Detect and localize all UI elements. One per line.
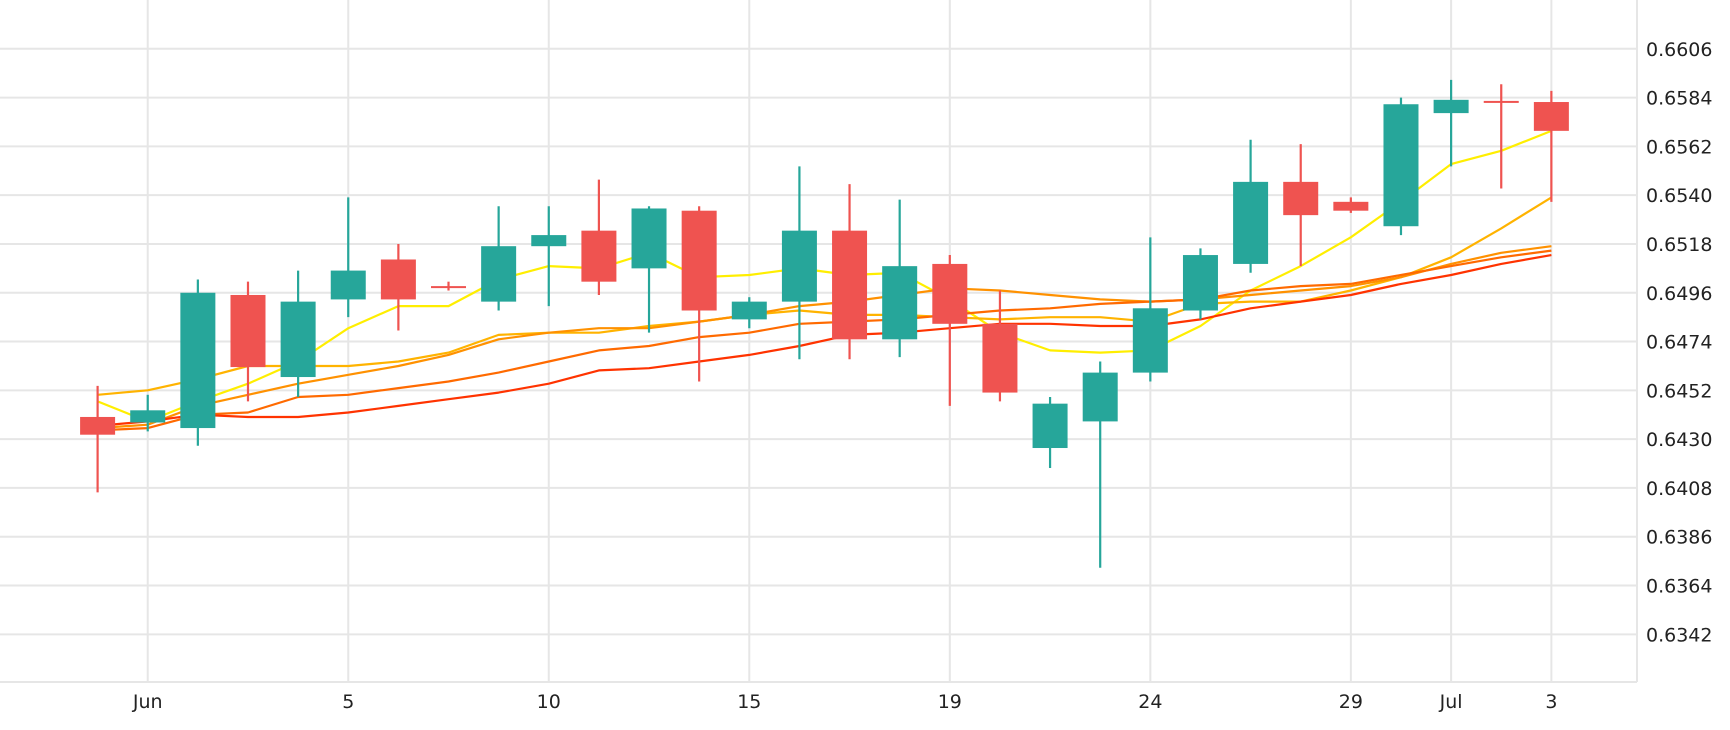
candle-body bbox=[80, 416, 116, 435]
candle-body bbox=[631, 208, 667, 269]
candle-up bbox=[731, 297, 767, 329]
y-tick-label: 0.6408 bbox=[1646, 478, 1712, 500]
candle-body bbox=[1283, 181, 1319, 216]
ma-dark-orange-line bbox=[97, 249, 1552, 432]
candle-body bbox=[230, 294, 266, 368]
candle-up bbox=[1182, 248, 1218, 320]
candle-down bbox=[1483, 84, 1519, 189]
candle-up bbox=[1383, 97, 1419, 236]
candle-body bbox=[1333, 201, 1369, 211]
moving-average-lines bbox=[97, 129, 1552, 432]
candle-body bbox=[1483, 100, 1519, 103]
candle-up bbox=[531, 206, 567, 307]
y-tick-label: 0.6518 bbox=[1646, 234, 1712, 256]
candle-up bbox=[1082, 361, 1118, 568]
candle-down bbox=[1283, 144, 1319, 267]
candle-up bbox=[1233, 139, 1269, 273]
y-tick-label: 0.6364 bbox=[1646, 576, 1712, 598]
candle-body bbox=[481, 246, 517, 302]
x-tick-label: 24 bbox=[1138, 691, 1162, 713]
y-tick-label: 0.6430 bbox=[1646, 429, 1712, 451]
y-tick-label: 0.6452 bbox=[1646, 380, 1712, 402]
candle-body bbox=[832, 230, 868, 340]
x-tick-label: 15 bbox=[737, 691, 761, 713]
candle-up bbox=[631, 206, 667, 333]
y-tick-label: 0.6342 bbox=[1646, 624, 1712, 646]
candle-down bbox=[581, 179, 617, 295]
y-tick-label: 0.6540 bbox=[1646, 185, 1712, 207]
candle-body bbox=[882, 266, 918, 340]
candle-up bbox=[330, 197, 366, 318]
candle-up bbox=[180, 279, 216, 446]
candle-up bbox=[781, 166, 817, 360]
candle-up bbox=[1032, 397, 1068, 468]
candle-up bbox=[130, 394, 166, 432]
candle-body bbox=[380, 259, 416, 300]
candle-down bbox=[431, 281, 467, 291]
candle-down bbox=[932, 255, 968, 406]
x-axis: Jun 5 10 15 19 24 29 Jul 3 bbox=[132, 691, 1558, 713]
candle-body bbox=[982, 323, 1018, 393]
candle-body bbox=[431, 286, 467, 289]
y-tick-label: 0.6606 bbox=[1646, 39, 1712, 61]
ma-orange-line bbox=[97, 245, 1552, 430]
y-tick-label: 0.6474 bbox=[1646, 332, 1712, 354]
candle-up bbox=[280, 270, 316, 398]
x-tick-label: Jun bbox=[132, 691, 163, 713]
y-axis: 0.6606 0.6584 0.6562 0.6540 0.6518 0.6496 0.64… bbox=[1646, 39, 1712, 647]
candle-down bbox=[1533, 90, 1569, 202]
candle-down bbox=[832, 184, 868, 360]
candles bbox=[80, 79, 1569, 568]
candle-body bbox=[180, 292, 216, 429]
y-tick-label: 0.6386 bbox=[1646, 527, 1712, 549]
candle-body bbox=[330, 270, 366, 300]
candle-body bbox=[731, 301, 767, 320]
y-tick-label: 0.6562 bbox=[1646, 136, 1712, 158]
y-tick-label: 0.6496 bbox=[1646, 283, 1712, 305]
candle-body bbox=[1082, 372, 1118, 422]
candle-body bbox=[1233, 181, 1269, 264]
x-tick-label: 19 bbox=[938, 691, 962, 713]
candle-down bbox=[80, 385, 116, 493]
candle-body bbox=[681, 210, 717, 311]
candle-down bbox=[982, 290, 1018, 402]
candle-body bbox=[932, 263, 968, 324]
x-tick-label: 29 bbox=[1339, 691, 1363, 713]
candle-body bbox=[1132, 308, 1168, 373]
y-tick-label: 0.6584 bbox=[1646, 88, 1712, 110]
x-tick-label: 3 bbox=[1545, 691, 1557, 713]
candle-body bbox=[280, 301, 316, 378]
candle-down bbox=[681, 206, 717, 382]
candle-body bbox=[581, 230, 617, 282]
candle-up bbox=[1433, 79, 1469, 167]
candle-body bbox=[130, 410, 166, 423]
candle-down bbox=[380, 243, 416, 331]
candle-body bbox=[1533, 102, 1569, 131]
x-tick-label: 10 bbox=[537, 691, 561, 713]
ma-gold-line bbox=[97, 196, 1552, 396]
candle-body bbox=[531, 235, 567, 247]
candle-body bbox=[1182, 255, 1218, 311]
candle-down bbox=[1333, 197, 1369, 213]
candle-body bbox=[1433, 99, 1469, 114]
candle-up bbox=[481, 206, 517, 311]
candle-body bbox=[1032, 403, 1068, 449]
x-tick-label: 5 bbox=[342, 691, 354, 713]
candle-body bbox=[1383, 104, 1419, 227]
ma-red-line bbox=[97, 254, 1552, 427]
candle-up bbox=[882, 199, 918, 358]
candle-body bbox=[781, 230, 817, 302]
x-tick-label: Jul bbox=[1439, 691, 1463, 713]
ma-yellow-line bbox=[97, 129, 1552, 423]
candle-down bbox=[230, 281, 266, 402]
candle-up bbox=[1132, 237, 1168, 382]
